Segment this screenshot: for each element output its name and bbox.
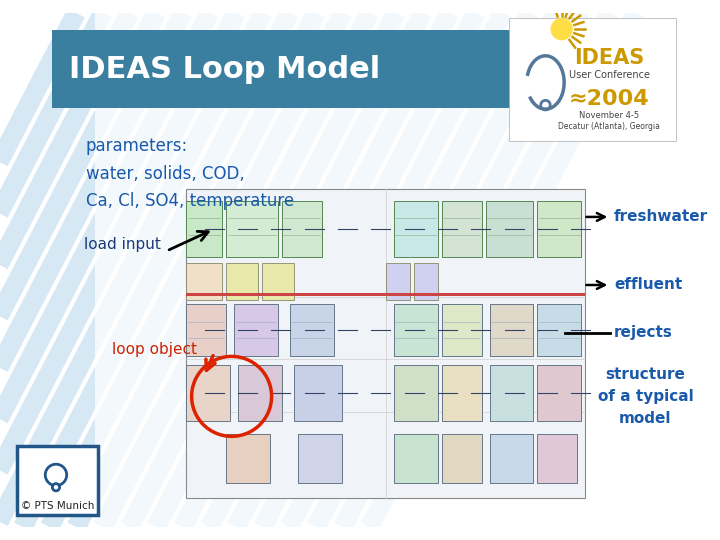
Bar [225, 434, 269, 483]
Text: rejects: rejects [614, 326, 673, 340]
Bar [186, 201, 222, 257]
Bar [289, 303, 333, 356]
Bar [394, 303, 438, 356]
Bar [53, 30, 588, 108]
Bar [261, 264, 294, 300]
Bar [441, 434, 482, 483]
Bar [441, 366, 482, 421]
Bar [394, 201, 438, 257]
Bar [538, 366, 582, 421]
Bar [394, 366, 438, 421]
Bar [490, 303, 534, 356]
Circle shape [552, 19, 572, 39]
Bar [441, 201, 482, 257]
Bar [413, 264, 438, 300]
Text: IDEAS Loop Model: IDEAS Loop Model [70, 55, 381, 84]
Bar [490, 434, 534, 483]
Bar [538, 434, 577, 483]
Bar [485, 201, 534, 257]
Text: freshwater: freshwater [614, 210, 708, 225]
Text: structure
of a typical
model: structure of a typical model [598, 367, 693, 426]
Bar [490, 366, 534, 421]
Bar [282, 201, 322, 257]
Bar [233, 303, 278, 356]
Bar [186, 366, 230, 421]
Bar [441, 303, 482, 356]
Text: IDEAS: IDEAS [574, 48, 644, 68]
Bar [385, 264, 410, 300]
Bar [394, 434, 438, 483]
Bar [297, 434, 341, 483]
Bar [17, 446, 98, 515]
Bar [186, 293, 585, 296]
Bar [225, 201, 278, 257]
Text: effluent: effluent [614, 278, 683, 293]
Text: Decatur (Atlanta), Georgia: Decatur (Atlanta), Georgia [558, 122, 660, 131]
Bar [186, 264, 222, 300]
Bar [509, 18, 676, 141]
Text: © PTS Munich: © PTS Munich [21, 502, 94, 511]
Bar [538, 303, 582, 356]
Text: November 4-5: November 4-5 [579, 111, 639, 120]
Bar [538, 201, 582, 257]
Bar [238, 366, 282, 421]
Text: User Conference: User Conference [569, 70, 649, 80]
Text: load input: load input [84, 237, 161, 252]
Bar [95, 13, 685, 527]
Text: loop object: loop object [112, 342, 197, 357]
Bar [186, 189, 585, 498]
Bar [294, 366, 341, 421]
Bar [225, 264, 258, 300]
Text: parameters:
water, solids, COD,
Ca, Cl, SO4, temperature: parameters: water, solids, COD, Ca, Cl, … [86, 137, 294, 210]
Bar [186, 303, 225, 356]
Text: ≈2004: ≈2004 [569, 89, 649, 109]
